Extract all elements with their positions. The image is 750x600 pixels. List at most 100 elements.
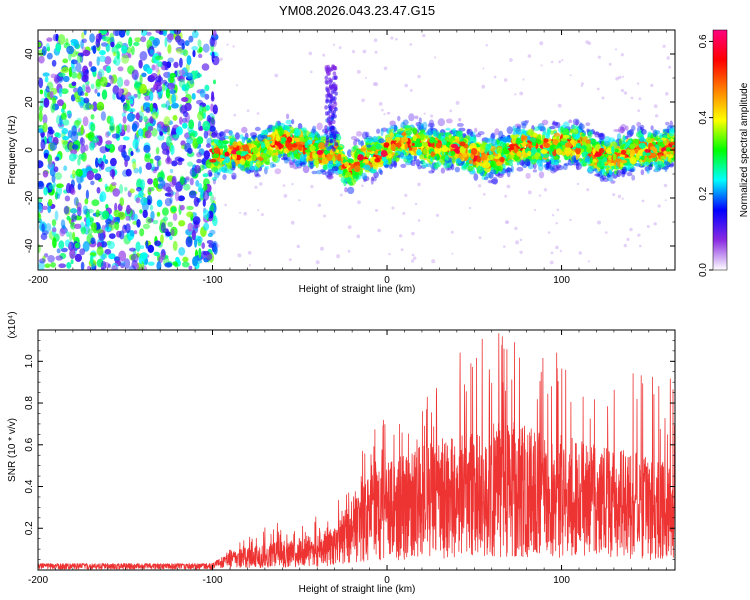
spectrogram-cell — [239, 165, 245, 171]
spectrogram-cell — [155, 30, 161, 34]
spectrogram-cell — [527, 54, 532, 58]
spectrogram-cell — [608, 168, 613, 176]
spectrogram-cell — [316, 122, 323, 131]
spectrogram-cell — [101, 89, 108, 100]
spectrogram-cell — [38, 105, 43, 113]
spectrogram-cell — [174, 35, 182, 43]
spectrogram-cell — [374, 158, 381, 163]
spectrogram-cell — [231, 175, 236, 180]
spectrogram-cell — [363, 164, 371, 171]
x-tick-label: 0 — [384, 575, 390, 586]
spectrogram-cell — [650, 125, 654, 131]
spectrogram-cell — [623, 91, 628, 95]
spectrogram-cell — [40, 139, 46, 151]
spectrogram-cell — [355, 138, 360, 142]
spectrogram-cell — [212, 30, 217, 37]
spectrogram-cell — [141, 72, 147, 78]
spectrogram-cell — [664, 199, 667, 202]
spectrogram-cell — [89, 254, 94, 265]
spectrogram-cell — [329, 84, 333, 89]
spectrogram-cell — [552, 136, 558, 140]
spectrogram-cell — [122, 150, 127, 159]
spectrogram-cell — [580, 82, 584, 86]
spectrogram-cell — [43, 97, 50, 108]
spectrogram-cell — [86, 211, 90, 217]
spectrogram-cell — [196, 236, 203, 243]
spectrogram-cell — [620, 159, 628, 164]
spectrogram-cell — [77, 157, 81, 166]
spectrogram-cell — [56, 183, 64, 188]
spectrogram-cell — [98, 32, 102, 41]
spectrogram-cell — [552, 164, 559, 172]
spectrogram-cell — [177, 157, 185, 162]
spectrogram-cell — [560, 138, 567, 142]
spectrogram-cell — [212, 130, 218, 137]
spectrogram-cell — [82, 241, 90, 252]
spectrogram-cell — [202, 198, 206, 207]
spectrogram-cell — [112, 85, 120, 95]
spectrogram-cell — [274, 168, 282, 175]
spectrogram-cell — [374, 50, 378, 54]
spectrogram-cell — [76, 202, 82, 212]
spectrogram-cell — [286, 113, 290, 120]
spectrogram-cell — [416, 142, 423, 148]
spectrogram-cell — [155, 55, 164, 61]
spectrogram-cell — [445, 155, 449, 161]
spectrogram-cell — [140, 36, 147, 43]
spectrogram-cell — [346, 149, 353, 158]
spectrogram-cell — [96, 101, 105, 111]
spectrogram-cell — [355, 172, 360, 180]
spectrogram-cell — [596, 87, 600, 91]
spectrogram-cell — [169, 197, 173, 204]
spectrogram-cell — [264, 140, 270, 148]
spectrogram-cell — [162, 148, 170, 155]
spectrogram-cell — [389, 120, 396, 126]
spectrogram-cell — [111, 265, 119, 270]
spectrogram-cell — [597, 133, 604, 138]
spectrogram-cell — [332, 138, 337, 143]
spectrogram-cell — [79, 91, 85, 96]
spectrogram-cell — [620, 123, 627, 131]
spectrogram-cell — [291, 119, 295, 125]
spectrogram-cell — [63, 75, 70, 83]
spectrogram-band-region — [209, 33, 675, 267]
spectrogram-cell — [395, 142, 402, 148]
spectrogram-cell — [85, 189, 89, 200]
spectrogram-cell — [90, 180, 95, 186]
spectrogram-cell — [538, 194, 542, 197]
spectrogram-cell — [330, 125, 335, 130]
spectrogram-cell — [166, 135, 172, 147]
spectrogram-cell — [272, 149, 277, 153]
spectrogram-cell — [75, 168, 83, 177]
spectrogram-cell — [377, 228, 381, 233]
spectrogram-cell — [365, 138, 373, 144]
spectrogram-cell — [422, 33, 426, 38]
spectrogram-cell — [172, 261, 178, 266]
spectrogram-cell — [374, 150, 379, 155]
spectrogram-cell — [56, 193, 61, 199]
spectrogram-cell — [572, 128, 579, 136]
spectrogram-cell — [530, 158, 535, 164]
spectrogram-cell — [78, 153, 85, 160]
spectrogram-cell — [186, 55, 192, 66]
spectrogram-cell — [392, 155, 397, 162]
spectrogram-cell — [428, 119, 435, 127]
spectrogram-cell — [612, 193, 616, 197]
spectrogram-cell — [514, 93, 517, 96]
spectrogram-cell — [120, 263, 125, 269]
spectrogram-cell — [540, 149, 548, 154]
spectrogram-cell — [127, 95, 136, 100]
spectrogram-cell — [389, 132, 394, 139]
spectrogram-cell — [559, 249, 562, 253]
spectrogram-cell — [307, 157, 315, 162]
spectrogram-cell — [550, 251, 554, 255]
spectrogram-cell — [413, 256, 417, 260]
spectrogram-cell — [38, 160, 44, 169]
spectrogram-cell — [542, 153, 550, 158]
spectrogram-cell — [483, 161, 491, 169]
spectrogram-cell — [351, 50, 356, 54]
spectrogram-cell — [354, 165, 361, 173]
spectrogram-cell — [543, 137, 549, 143]
spectrogram-cell — [418, 117, 422, 124]
